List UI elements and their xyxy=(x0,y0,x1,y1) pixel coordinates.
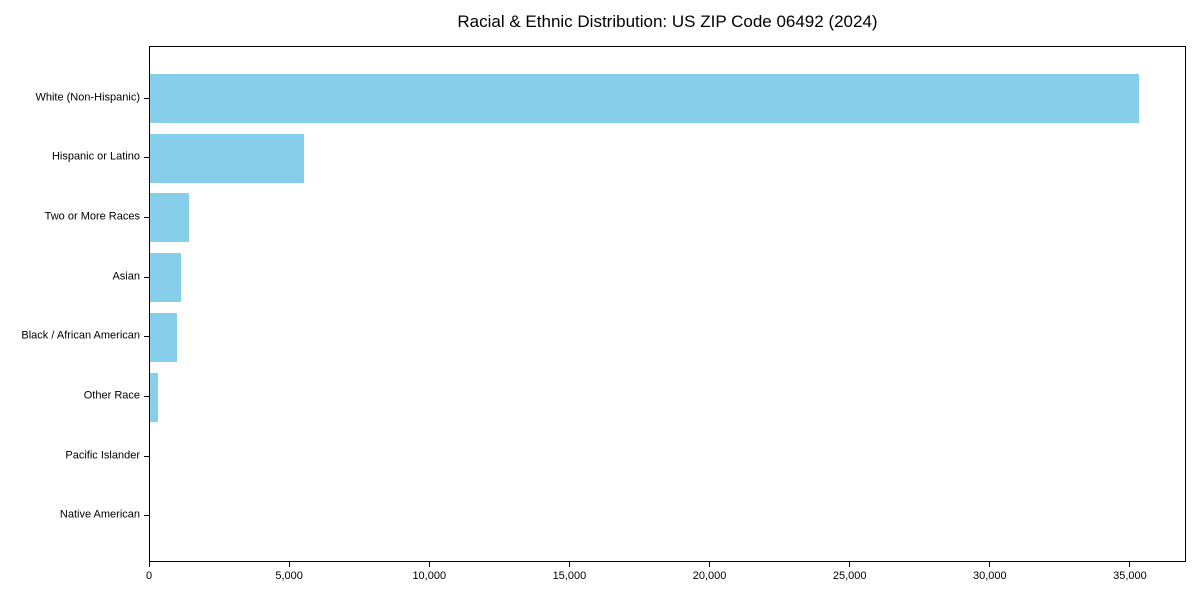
xtick-mark xyxy=(148,562,150,567)
xtick-mark xyxy=(989,562,991,567)
ytick-mark xyxy=(144,157,149,159)
bar-black-african-american xyxy=(150,312,177,362)
xtick-mark xyxy=(1129,562,1131,567)
ytick-mark xyxy=(144,276,149,278)
bar-white-non-hispanic xyxy=(150,74,1140,123)
xtick-mark xyxy=(288,562,290,567)
ytick-mark xyxy=(144,97,149,99)
xtick-label: 25,000 xyxy=(832,570,867,582)
xtick-label: 0 xyxy=(145,570,153,582)
xtick-mark xyxy=(568,562,570,567)
ytick-mark xyxy=(144,515,149,517)
xtick-mark xyxy=(428,562,430,567)
ytick-mark xyxy=(144,216,149,218)
ytick-label: Two or More Races xyxy=(44,210,140,223)
xtick-label: 5,000 xyxy=(275,570,303,582)
xtick-label: 10,000 xyxy=(412,570,447,582)
xtick-mark xyxy=(709,562,711,567)
chart-title: Racial & Ethnic Distribution: US ZIP Cod… xyxy=(457,12,878,31)
ytick-label: Other Race xyxy=(83,389,140,402)
ytick-label: Native American xyxy=(59,508,140,521)
xtick-label: 20,000 xyxy=(692,570,727,582)
xtick-label: 35,000 xyxy=(1113,570,1147,582)
ytick-label: Pacific Islander xyxy=(65,449,140,462)
ytick-label: Black / African American xyxy=(21,329,140,342)
ytick-label: Hispanic or Latino xyxy=(51,150,140,163)
xtick-label: 30,000 xyxy=(972,570,1007,582)
plot-area xyxy=(149,46,1186,562)
bar-asian xyxy=(150,253,181,303)
ytick-mark xyxy=(144,336,149,338)
ytick-mark xyxy=(144,455,149,457)
ytick-mark xyxy=(144,396,149,398)
bar-two-or-more-races xyxy=(150,193,190,243)
ytick-label: White (Non-Hispanic) xyxy=(35,91,140,103)
bar-other-race xyxy=(150,372,159,422)
xtick-label: 15,000 xyxy=(552,570,587,582)
bar-hispanic-or-latino xyxy=(150,133,305,183)
xtick-mark xyxy=(849,562,851,567)
ytick-label: Asian xyxy=(112,270,140,283)
